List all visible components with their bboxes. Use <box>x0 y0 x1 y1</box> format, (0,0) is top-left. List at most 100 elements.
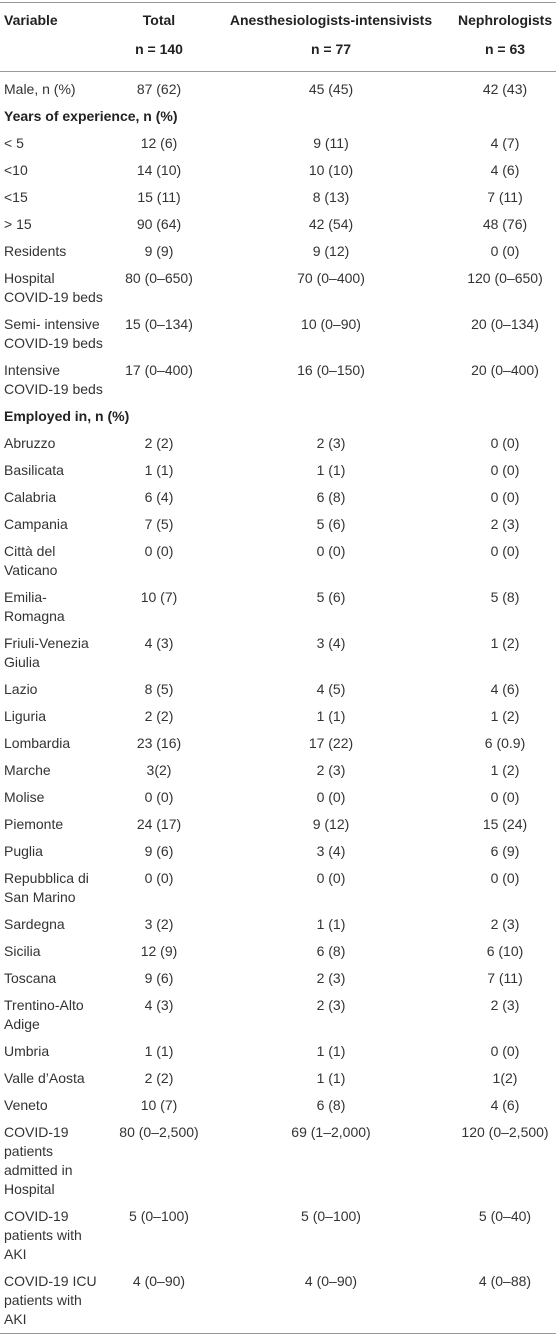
table-row: COVID-19 patients admitted in Hospital 80… <box>0 1119 556 1203</box>
section-row: Years of experience, n (%) <box>0 103 556 130</box>
header-cell: n = 77 <box>310 41 352 57</box>
table-cell: Basilicata <box>4 462 64 478</box>
table-cell: 6 (9) <box>490 843 520 859</box>
table-cell: 80 (0–650) <box>125 270 193 286</box>
table-cell: 5 (0–100) <box>129 1208 189 1224</box>
table-cell: Valle d’Aosta <box>4 1070 85 1086</box>
table-cell: 87 (62) <box>136 81 182 97</box>
table-cell: 0 (0) <box>490 489 520 505</box>
table-row: Intensive COVID-19 beds 17 (0–400) 16 (0–1… <box>0 357 556 403</box>
table-cell: < 5 <box>4 135 24 151</box>
section-cell: Years of experience, n (%) <box>4 108 178 124</box>
table-cell: <15 <box>4 189 28 205</box>
table-cell: 45 (45) <box>308 81 354 97</box>
table-row: Marche 3(2) 2 (3) 1 (2) <box>0 757 556 784</box>
table-cell: Hospital COVID-19 beds <box>4 270 103 305</box>
table-cell: 2 (3) <box>316 435 346 451</box>
table-row: Città del Vaticano 0 (0) 0 (0) 0 (0) <box>0 538 556 584</box>
table-cell: Liguria <box>4 708 47 724</box>
table-cell: Intensive COVID-19 beds <box>4 362 103 397</box>
table-cell: 2 (3) <box>316 762 346 778</box>
header-row: n = 140 n = 77 n = 63 <box>0 36 556 72</box>
table-cell: 6 (8) <box>316 1097 346 1113</box>
table-cell: 9 (6) <box>144 843 174 859</box>
table-cell: 2 (2) <box>144 708 174 724</box>
table-cell: 16 (0–150) <box>297 362 365 378</box>
table-cell: Residents <box>4 243 67 259</box>
table-cell: 12 (9) <box>140 943 178 959</box>
table-cell: 2 (3) <box>316 970 346 986</box>
table-cell: 24 (17) <box>136 816 182 832</box>
table-cell: 3 (2) <box>144 916 174 932</box>
table-cell: Calabria <box>4 489 57 505</box>
table-cell: 80 (0–2,500) <box>119 1124 199 1140</box>
table-row: Repubblica di San Marino 0 (0) 0 (0) 0 (0) <box>0 865 556 911</box>
table-cell: 69 (1–2,000) <box>291 1124 371 1140</box>
table-row: Valle d’Aosta 2 (2) 1 (1) 1(2) <box>0 1065 556 1092</box>
table-cell: 14 (10) <box>136 162 182 178</box>
table-cell: 7 (5) <box>144 516 174 532</box>
table-body: Male, n (%) 87 (62) 45 (45) 42 (43) Years of… <box>0 72 556 1334</box>
table-row: Umbria 1 (1) 1 (1) 0 (0) <box>0 1038 556 1065</box>
table-row: Campania 7 (5) 5 (6) 2 (3) <box>0 511 556 538</box>
table-cell: 10 (10) <box>308 162 354 178</box>
table-cell: Repubblica di San Marino <box>4 870 89 905</box>
header-cell: Total <box>142 12 176 28</box>
table-cell: 6 (4) <box>144 489 174 505</box>
table-cell: Sicilia <box>4 943 41 959</box>
table-cell: 3 (4) <box>316 635 346 651</box>
table-row: Lazio 8 (5) 4 (5) 4 (6) <box>0 676 556 703</box>
table-cell: 5 (0–40) <box>478 1208 532 1224</box>
table-row: Residents 9 (9) 9 (12) 0 (0) <box>0 238 556 265</box>
table-cell: Lombardia <box>4 735 71 751</box>
table-cell: 9 (12) <box>312 816 350 832</box>
table-cell: <10 <box>4 162 28 178</box>
table-cell: Emilia-Romagna <box>4 589 65 624</box>
table-cell: 4 (6) <box>490 1097 520 1113</box>
section-row: Employed in, n (%) <box>0 403 556 430</box>
table-cell: 0 (0) <box>144 789 174 805</box>
table-cell: 15 (0–134) <box>125 316 193 332</box>
table-cell: 4 (3) <box>144 635 174 651</box>
table-cell: 9 (6) <box>144 970 174 986</box>
header-cell: Anesthesiologists-intensivists <box>229 12 433 28</box>
table-row: Sicilia 12 (9) 6 (8) 6 (10) <box>0 938 556 965</box>
table-cell: 6 (8) <box>316 943 346 959</box>
table-row: Lombardia 23 (16) 17 (22) 6 (0.9) <box>0 730 556 757</box>
table-cell: 1 (2) <box>490 708 520 724</box>
table-cell: 7 (11) <box>487 970 523 986</box>
table-cell: 1 (1) <box>144 462 174 478</box>
table-row: Emilia-Romagna 10 (7) 5 (6) 5 (8) <box>0 584 556 630</box>
table-cell: 3(2) <box>146 762 172 778</box>
table-cell: Marche <box>4 762 51 778</box>
table-cell: 6 (8) <box>316 489 346 505</box>
table-cell: 0 (0) <box>144 870 174 886</box>
table-cell: 6 (10) <box>486 943 524 959</box>
section-cell: Employed in, n (%) <box>4 408 130 424</box>
table-cell: Città del Vaticano <box>4 543 58 578</box>
table-cell: 15 (11) <box>137 189 181 205</box>
table-row: Trentino-Alto Adige 4 (3) 2 (3) 2 (3) <box>0 992 556 1038</box>
table-cell: 5 (6) <box>316 589 346 605</box>
table-row: Liguria 2 (2) 1 (1) 1 (2) <box>0 703 556 730</box>
table-cell: 4 (3) <box>144 997 174 1013</box>
table-cell: 9 (9) <box>144 243 174 259</box>
table-row: Molise 0 (0) 0 (0) 0 (0) <box>0 784 556 811</box>
table-cell: 23 (16) <box>136 735 182 751</box>
table-cell: 10 (7) <box>140 1097 178 1113</box>
table-row: Basilicata 1 (1) 1 (1) 0 (0) <box>0 457 556 484</box>
table-cell: Sardegna <box>4 916 65 932</box>
table-cell: 5 (8) <box>490 589 520 605</box>
table-header: Variable Total Anesthesiologists-intensivi… <box>0 3 556 72</box>
table-row: Piemonte 24 (17) 9 (12) 15 (24) <box>0 811 556 838</box>
table-cell: 15 (24) <box>482 816 528 832</box>
table-cell: 1 (1) <box>316 708 346 724</box>
table-cell: Friuli-Venezia Giulia <box>4 635 89 670</box>
table-cell: 2 (3) <box>490 516 520 532</box>
table-row: Male, n (%) 87 (62) 45 (45) 42 (43) <box>0 72 556 104</box>
table-row: Semi- intensive COVID-19 beds 15 (0–134) 1… <box>0 311 556 357</box>
table-cell: 4 (0–88) <box>478 1273 532 1289</box>
table-cell: Male, n (%) <box>4 81 76 97</box>
table-cell: 12 (6) <box>140 135 178 151</box>
